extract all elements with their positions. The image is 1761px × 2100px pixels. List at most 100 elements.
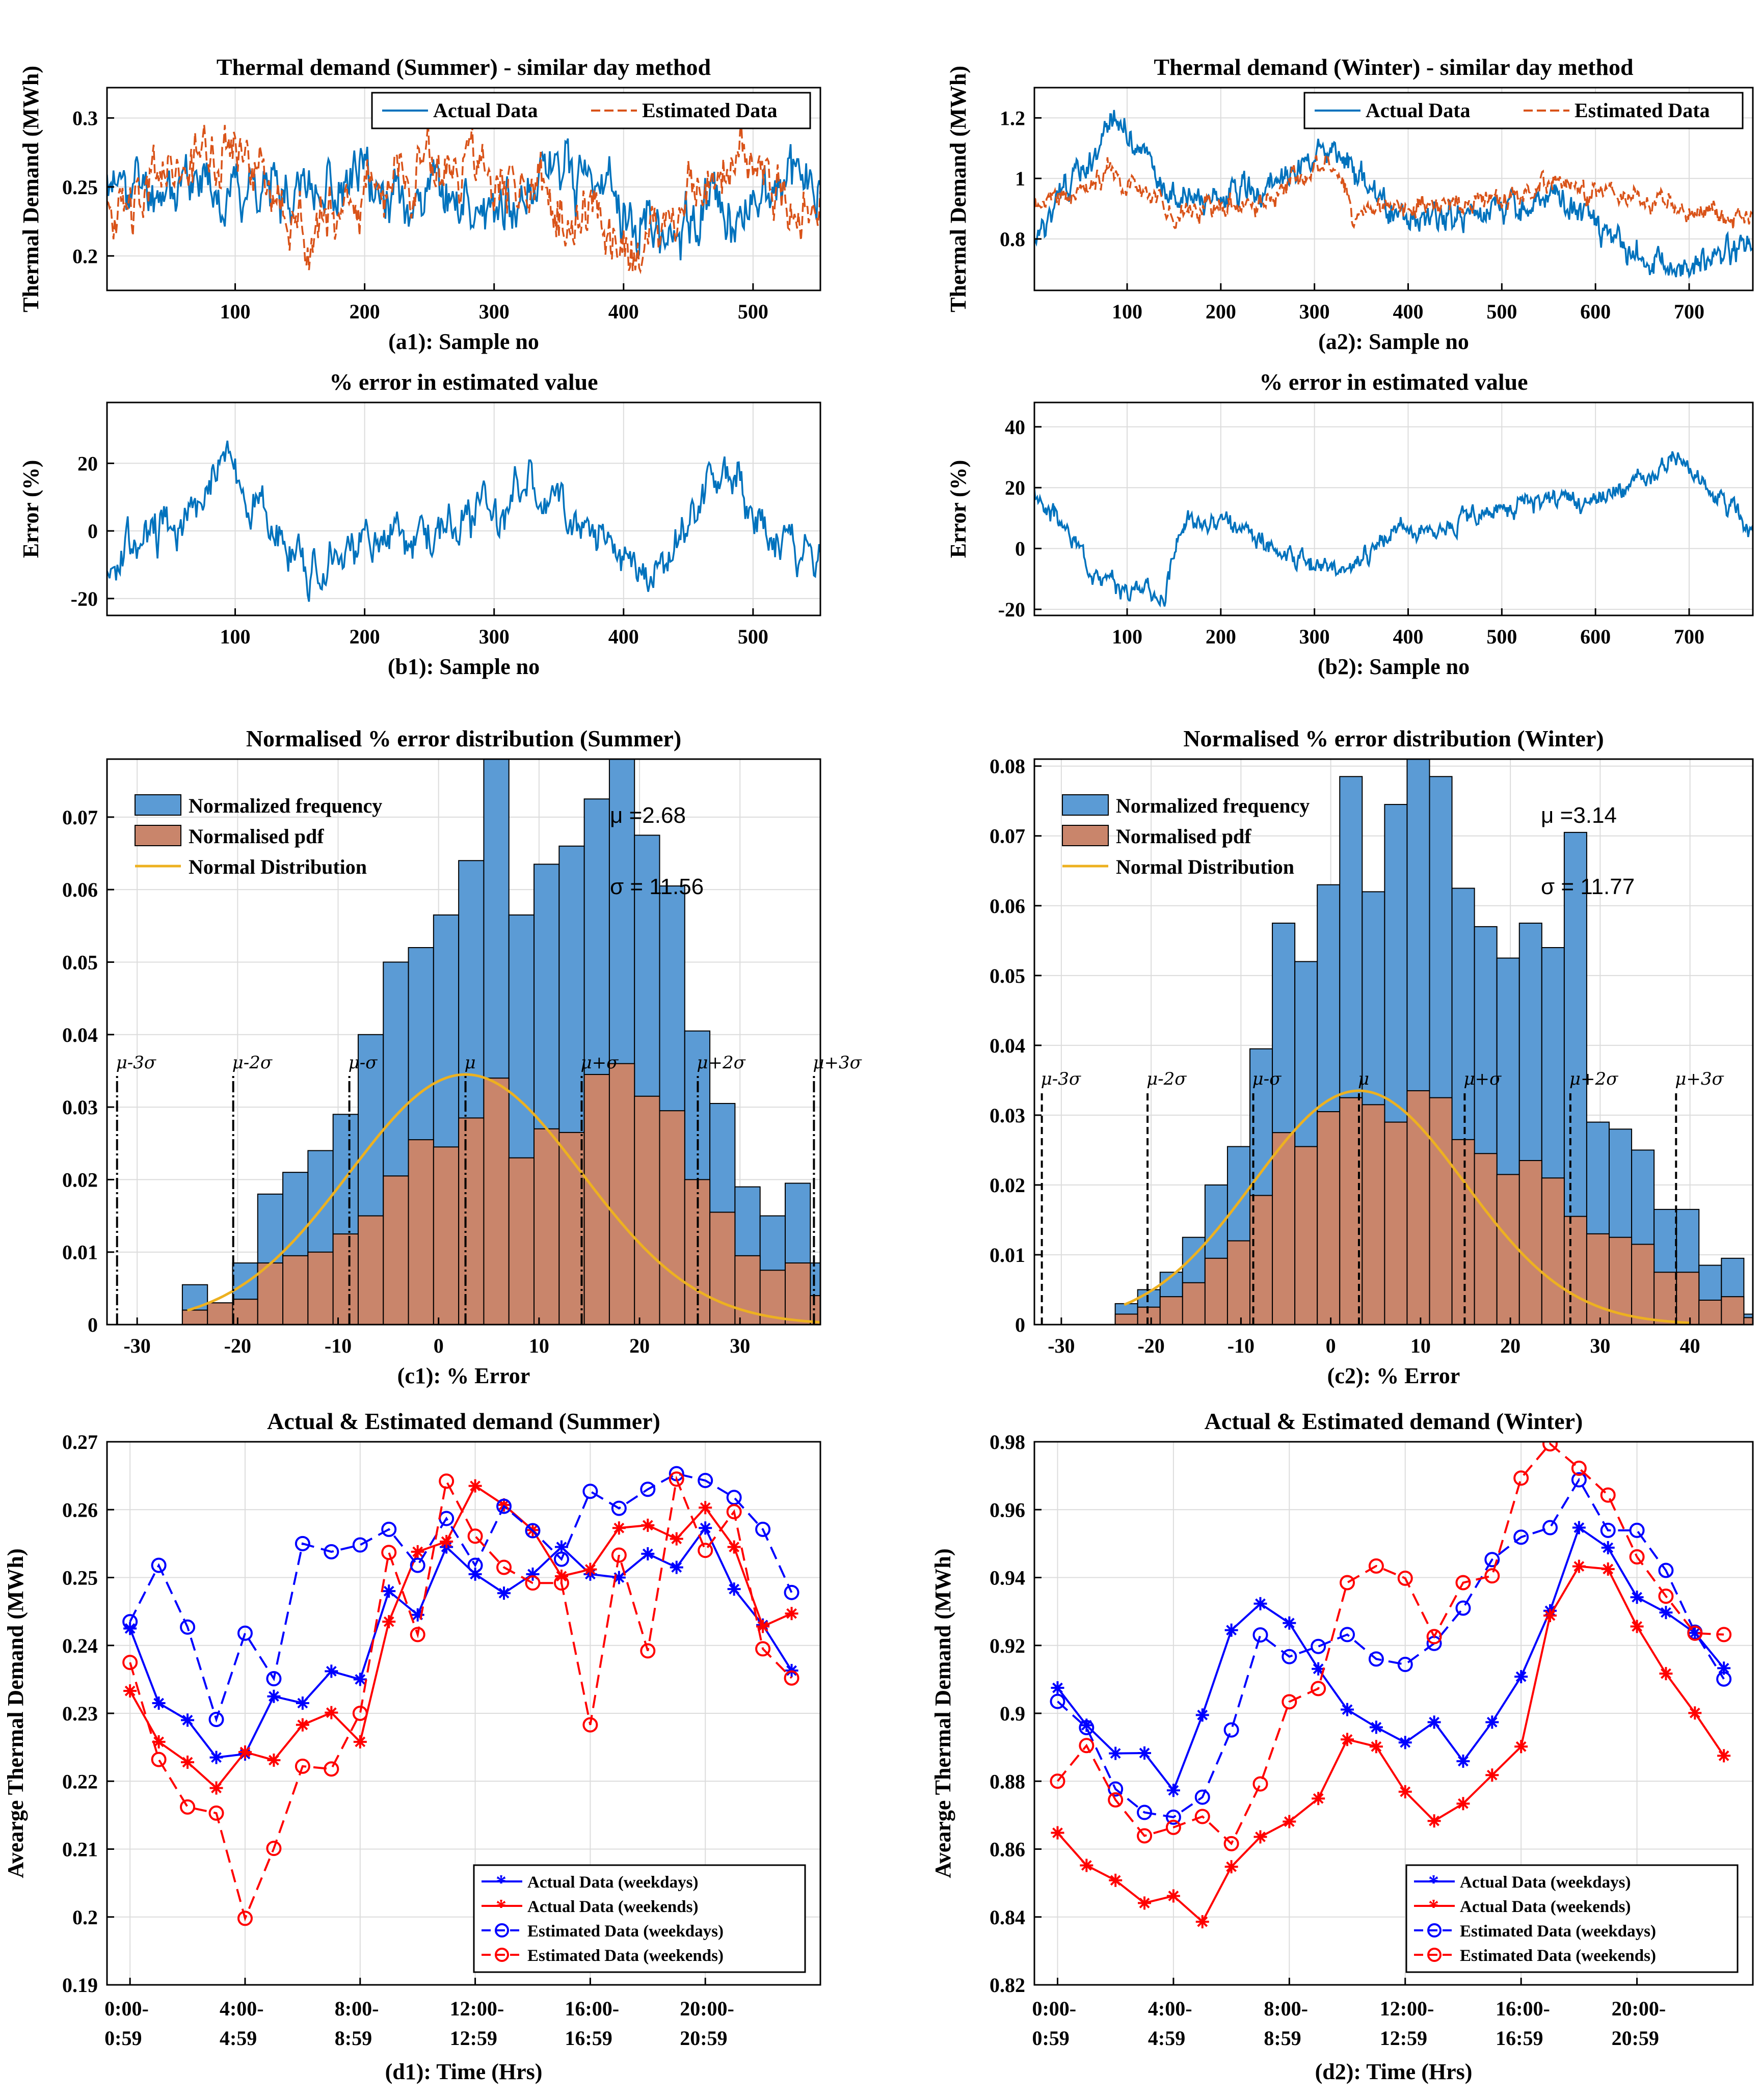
data-point xyxy=(1368,1558,1384,1574)
x-tick-label: 4:00- xyxy=(220,1997,264,2020)
sigma-marker-label: μ-2σ xyxy=(232,1053,273,1073)
star-stroke xyxy=(297,1698,308,1709)
y-tick-label: 20 xyxy=(77,452,98,475)
star-stroke xyxy=(1226,1625,1237,1636)
y-tick-label: 0.23 xyxy=(62,1702,98,1725)
star-stroke xyxy=(642,1548,653,1559)
pdf-bar xyxy=(508,1157,535,1325)
star-stroke xyxy=(1689,1627,1700,1638)
axes-box xyxy=(106,401,821,616)
pdf-bar xyxy=(1743,1317,1753,1325)
series-line xyxy=(1056,1526,1725,1793)
pdf-bar xyxy=(307,1251,334,1325)
y-tick-label: 0.3 xyxy=(72,107,98,130)
y-tick-label: 0.94 xyxy=(990,1567,1025,1590)
data-point xyxy=(553,1551,569,1567)
data-point xyxy=(151,1557,167,1573)
x-tick-label: 8:00- xyxy=(335,1997,379,2020)
plot-area xyxy=(1034,110,1753,279)
star-stroke xyxy=(1081,1860,1092,1871)
data-point xyxy=(1194,1789,1210,1805)
chart-title: Normalised % error distribution (Summer) xyxy=(246,725,681,751)
sigma-marker-label: μ-σ xyxy=(1252,1069,1282,1089)
data-point xyxy=(1341,1703,1354,1716)
series-line xyxy=(1057,1477,1725,1819)
x-tick-label: 12:00- xyxy=(1380,1997,1434,2020)
axes-box xyxy=(1033,758,1754,1326)
data-point xyxy=(496,1559,512,1575)
y-tick-label: 0.03 xyxy=(62,1096,98,1119)
pdf-bar xyxy=(558,1132,585,1325)
legend-label: Estimated Data (weekends) xyxy=(1460,1947,1656,1965)
x-tick-label: 12:59 xyxy=(1380,2027,1427,2050)
data-point xyxy=(209,1781,223,1795)
chart-title: Thermal demand (Summer) - similar day me… xyxy=(217,54,711,80)
data-point xyxy=(784,1670,799,1686)
data-point xyxy=(641,1518,655,1532)
y-tick-label: -20 xyxy=(998,598,1025,621)
legend: * Actual Data (weekdays) * Actual Data (wee… xyxy=(473,1864,806,1973)
data-point xyxy=(180,1799,196,1815)
pdf-bar xyxy=(1518,1160,1542,1325)
data-point xyxy=(554,1540,568,1554)
x-tick-label: 4:59 xyxy=(1148,2027,1185,2050)
star-stroke xyxy=(1573,1522,1585,1533)
x-ticks: 100 200 300 400 500 600 700 xyxy=(1112,608,1704,648)
pdf-bar xyxy=(709,1211,736,1325)
x-axis-label: (b2): Sample no xyxy=(1318,654,1470,679)
x-tick-label: 100 xyxy=(220,625,251,648)
y-tick-label: 0.19 xyxy=(62,1974,98,1997)
legend-label: Estimated Data xyxy=(642,99,778,122)
data-point xyxy=(1165,1809,1181,1825)
data-point xyxy=(267,1689,281,1703)
data-point xyxy=(296,1697,309,1710)
y-tick-label: 0.2 xyxy=(72,1906,98,1929)
data-point xyxy=(151,1752,167,1767)
star-stroke xyxy=(700,1522,711,1533)
data-point xyxy=(1630,1591,1644,1604)
x-tick-label: 600 xyxy=(1580,300,1611,323)
data-point xyxy=(1658,1563,1674,1578)
panel-d1: * Actual Data (weekdays) * Actual Data (wee… xyxy=(3,1408,821,2084)
y-tick-label: 0.27 xyxy=(62,1431,98,1453)
data-point xyxy=(496,1498,512,1514)
x-tick-label: 200 xyxy=(350,625,380,648)
panel-b2: 100 200 300 400 500 600 700 -20 0 20 40 % error in … xyxy=(946,369,1754,679)
x-axis-label: (a1): Sample no xyxy=(388,329,539,354)
star-stroke xyxy=(613,1522,625,1533)
plot-area xyxy=(107,440,820,602)
legend: Normalized frequency Normalised pdf Normal… xyxy=(135,794,382,878)
data-point xyxy=(1050,1693,1065,1709)
panel-a2: Actual Data Estimated Data 100 200 300 400 500… xyxy=(946,54,1754,354)
data-point xyxy=(468,1479,482,1493)
data-point xyxy=(1223,1722,1239,1738)
data-point xyxy=(353,1735,367,1748)
star-stroke xyxy=(1632,1592,1642,1603)
data-point xyxy=(209,1751,223,1764)
legend-marker: * xyxy=(496,1896,506,1919)
y-tick-label: 0 xyxy=(88,1313,98,1336)
series-line xyxy=(1056,1442,1724,1846)
legend-marker xyxy=(495,1948,509,1962)
data-point xyxy=(1108,1792,1124,1808)
chart-title: Actual & Estimated demand (Summer) xyxy=(267,1408,660,1434)
data-point xyxy=(381,1545,397,1560)
data-point xyxy=(1717,1749,1731,1763)
data-point xyxy=(180,1619,196,1635)
data-point xyxy=(1456,1797,1470,1811)
data-point xyxy=(1629,1549,1645,1565)
data-point xyxy=(237,1625,253,1641)
data-point xyxy=(582,1717,598,1733)
pdf-bar xyxy=(1226,1240,1250,1325)
star-stroke xyxy=(355,1736,366,1747)
pdf-bar xyxy=(1541,1177,1565,1325)
star-stroke xyxy=(326,1707,337,1718)
star-stroke xyxy=(642,1520,653,1531)
data-point xyxy=(1601,1541,1615,1554)
data-point xyxy=(410,1627,425,1643)
x-tick-label: 0:59 xyxy=(1032,2027,1069,2050)
x-tick-label: 0 xyxy=(434,1334,444,1357)
sigma-marker-label: μ+3σ xyxy=(1675,1069,1724,1089)
data-point xyxy=(1601,1562,1615,1576)
